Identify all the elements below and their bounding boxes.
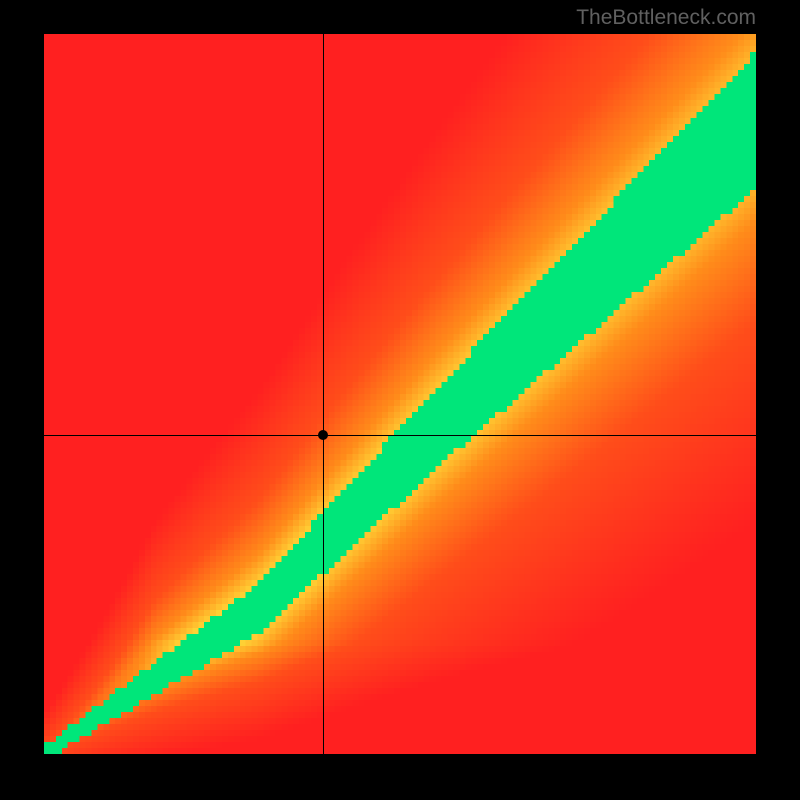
heatmap-canvas	[44, 34, 756, 754]
bottleneck-heatmap-chart	[44, 34, 756, 754]
crosshair-vertical	[323, 34, 324, 754]
selected-point-marker[interactable]	[318, 430, 328, 440]
crosshair-horizontal	[44, 435, 756, 436]
watermark-text: TheBottleneck.com	[576, 6, 756, 30]
